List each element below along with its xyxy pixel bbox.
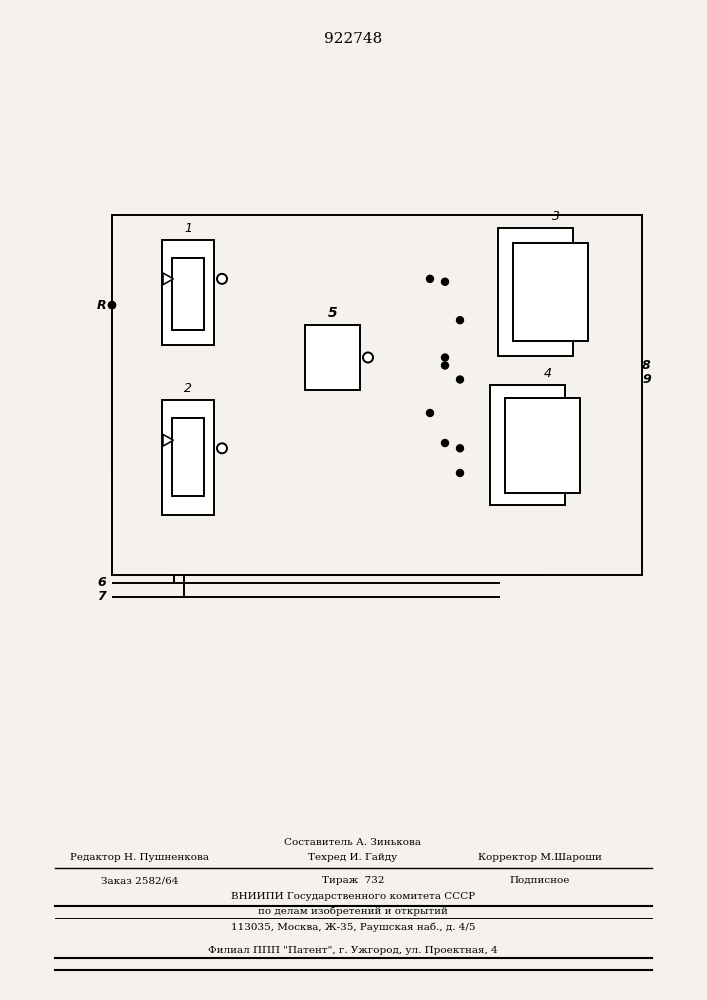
Circle shape (441, 278, 448, 285)
Bar (162, 400, 214, 515)
Circle shape (441, 362, 448, 369)
Bar (305, 325, 360, 390)
Circle shape (457, 470, 464, 477)
Text: Заказ 2582/64: Заказ 2582/64 (101, 876, 179, 885)
Bar (513, 243, 588, 341)
Text: 8: 8 (642, 359, 650, 372)
Text: Корректор М.Шароши: Корректор М.Шароши (478, 853, 602, 862)
Bar (498, 228, 573, 356)
Circle shape (457, 445, 464, 452)
Text: 9: 9 (642, 373, 650, 386)
Circle shape (108, 302, 115, 309)
Text: 3: 3 (551, 210, 559, 223)
Text: ВНИИПИ Государственного комитета СССР: ВНИИПИ Государственного комитета СССР (231, 892, 475, 901)
Text: Редактор Н. Пушненкова: Редактор Н. Пушненкова (71, 853, 209, 862)
Polygon shape (163, 273, 173, 285)
Text: 922748: 922748 (324, 32, 382, 46)
Circle shape (217, 443, 227, 453)
Text: 5: 5 (327, 306, 337, 320)
Polygon shape (163, 434, 173, 446)
Circle shape (457, 376, 464, 383)
Circle shape (426, 410, 433, 416)
Bar (162, 240, 214, 345)
Bar (172, 258, 204, 330)
Text: 6: 6 (98, 576, 106, 589)
Circle shape (217, 274, 227, 284)
Text: 113035, Москва, Ж-35, Раушская наб., д. 4/5: 113035, Москва, Ж-35, Раушская наб., д. … (230, 922, 475, 932)
Text: Филиал ППП "Патент", г. Ужгород, ул. Проектная, 4: Филиал ППП "Патент", г. Ужгород, ул. Про… (208, 946, 498, 955)
Text: 2: 2 (184, 382, 192, 395)
Text: 7: 7 (98, 590, 106, 603)
Text: Составитель А. Зинькова: Составитель А. Зинькова (284, 838, 421, 847)
Text: Техред И. Гайду: Техред И. Гайду (308, 853, 397, 862)
Bar (172, 418, 204, 496)
Circle shape (108, 302, 115, 309)
Text: 1: 1 (184, 222, 192, 235)
Circle shape (363, 353, 373, 362)
Circle shape (441, 440, 448, 446)
Circle shape (426, 275, 433, 282)
Bar (505, 398, 580, 493)
Circle shape (441, 354, 448, 361)
Bar (112, 215, 642, 575)
Text: 4: 4 (544, 367, 551, 380)
Text: Подписное: Подписное (510, 876, 570, 885)
Text: R: R (96, 299, 106, 312)
Text: Тираж  732: Тираж 732 (322, 876, 384, 885)
Circle shape (457, 317, 464, 324)
Bar (490, 385, 565, 505)
Text: по делам изобретений и открытий: по делам изобретений и открытий (258, 906, 448, 916)
